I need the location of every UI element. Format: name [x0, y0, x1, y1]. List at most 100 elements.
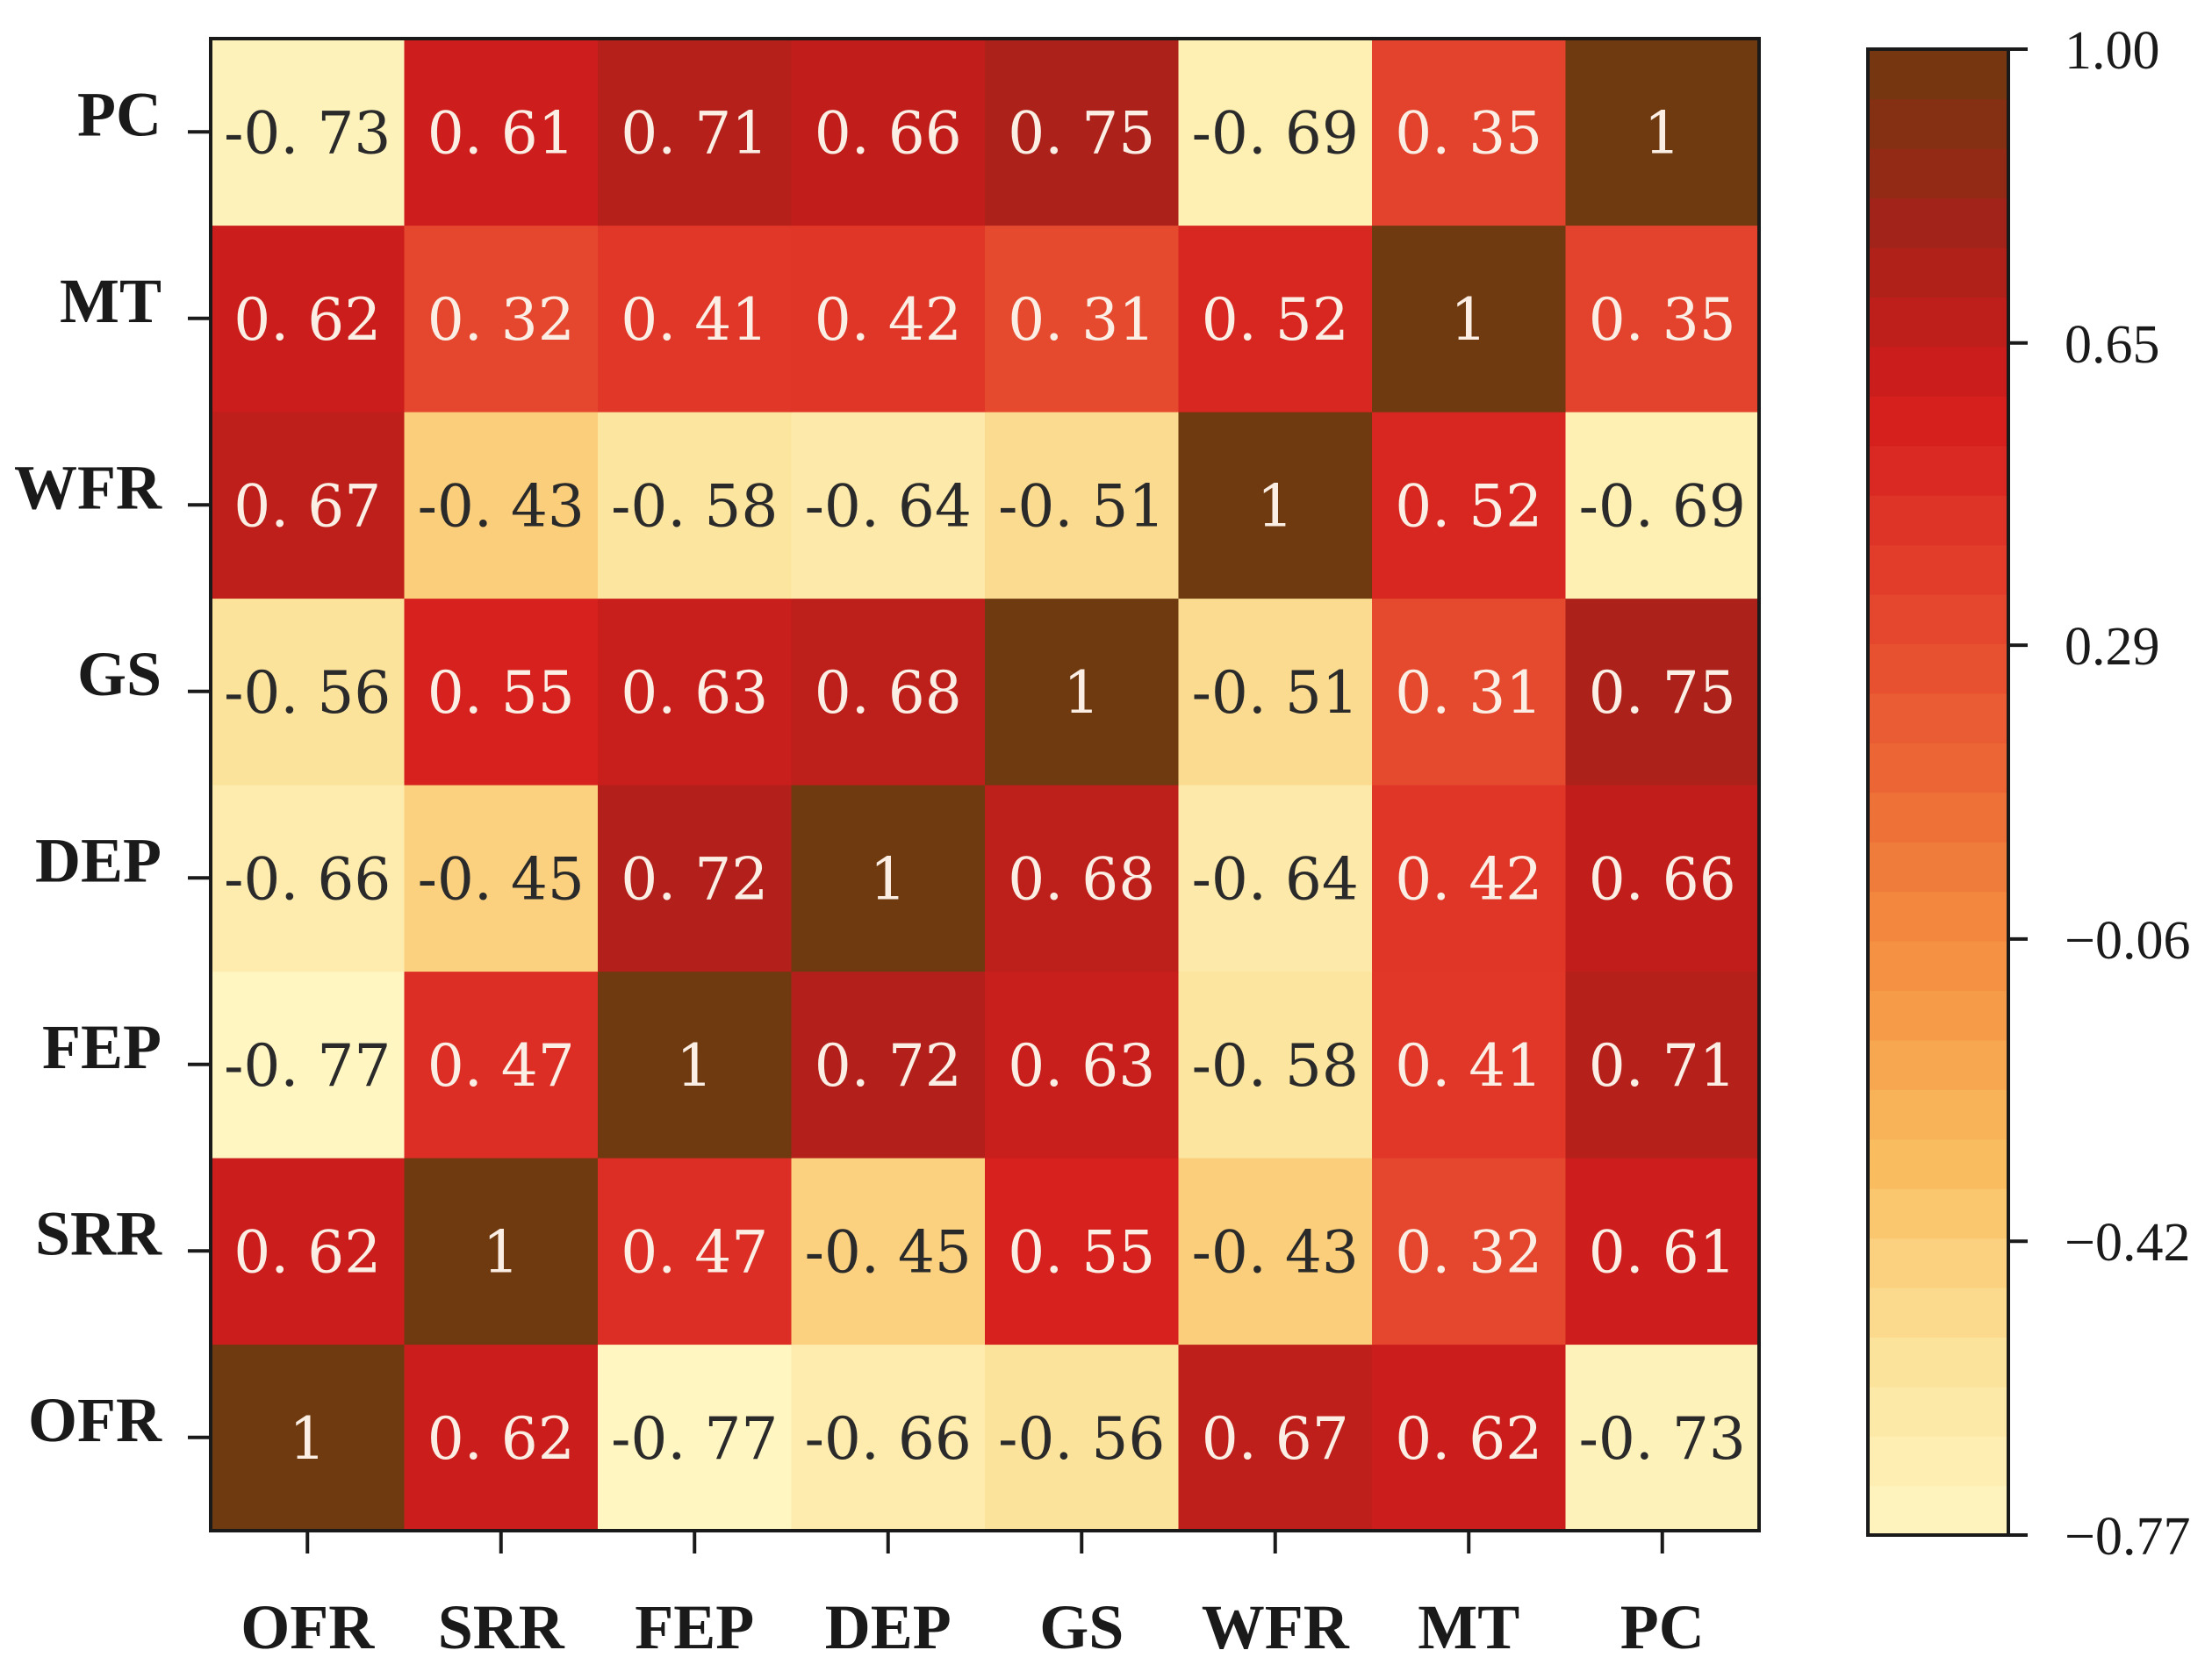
heatmap-cell-label: 0. 75 [1589, 659, 1736, 727]
heatmap-cell-label: -0. 43 [1192, 1218, 1359, 1286]
heatmap-cell [211, 598, 406, 786]
colorbar-step [1868, 346, 2008, 397]
heatmap-cell-label: -0. 45 [418, 845, 585, 913]
heatmap-cell-label: 0. 42 [815, 286, 962, 354]
colorbar-step [1868, 1089, 2008, 1140]
heatmap-cell [598, 412, 793, 599]
colorbar-step [1868, 891, 2008, 942]
heatmap-cell-label: 0. 61 [427, 99, 575, 167]
heatmap-cell-label: 0. 75 [1008, 99, 1155, 167]
heatmap-cell [1372, 1344, 1567, 1532]
colorbar-tick-label: −0.06 [2065, 911, 2190, 971]
heatmap-cell-label: 0. 66 [1589, 845, 1736, 913]
heatmap-cell [211, 971, 406, 1159]
heatmap-cell-label: 0. 47 [427, 1032, 575, 1100]
heatmap-cell [1565, 412, 1760, 599]
heatmap-cell-label: 0. 32 [1395, 1218, 1542, 1286]
heatmap-cell [1178, 225, 1373, 413]
heatmap-cell-labels: 1 0. 62 -0. 77 -0. 66 -0. 56 0. 67 0. 62 -0. 73… [224, 99, 1746, 1473]
heatmap-cell-label: 0. 41 [621, 286, 768, 354]
colorbar-step [1868, 792, 2008, 843]
heatmap-cell [1372, 225, 1567, 413]
heatmap-cell [1372, 971, 1567, 1159]
heatmap-cell [791, 225, 986, 413]
heatmap-cell-label: 0. 71 [621, 99, 768, 167]
heatmap-cell [1565, 785, 1760, 972]
colorbar-step [1868, 297, 2008, 348]
heatmap-cell [598, 39, 793, 226]
heatmap-cell [1372, 412, 1567, 599]
heatmap-cell [1565, 971, 1760, 1159]
x-tick-label: GS [1039, 1592, 1124, 1662]
colorbar-step [1868, 692, 2008, 743]
x-tick-label: FEP [635, 1592, 754, 1662]
x-tick-label: OFR [241, 1592, 375, 1662]
heatmap-cell-label: 0. 67 [1202, 1405, 1349, 1473]
heatmap-cell [1178, 412, 1373, 599]
heatmap-cell [211, 225, 406, 413]
heatmap-cell [791, 1344, 986, 1532]
heatmap-cell-label: -0. 43 [418, 472, 585, 540]
heatmap-cell-label: 0. 62 [1395, 1405, 1542, 1473]
x-tick-label: PC [1620, 1592, 1705, 1662]
colorbar-step [1868, 445, 2008, 496]
colorbar-step [1868, 841, 2008, 893]
colorbar-step [1868, 544, 2008, 595]
colorbar-step [1868, 1337, 2008, 1388]
heatmap-cell [985, 1344, 1180, 1532]
colorbar-tick-label: 0.65 [2065, 315, 2160, 375]
heatmap-cell [1372, 39, 1567, 226]
heatmap-cell-label: -0. 45 [805, 1218, 972, 1286]
y-tick-label: WFR [14, 452, 162, 522]
y-tick-label: GS [77, 639, 162, 709]
colorbar-step [1868, 990, 2008, 1041]
colorbar-step [1868, 1386, 2008, 1437]
heatmap-cell [1178, 598, 1373, 786]
heatmap-cell [598, 785, 793, 972]
heatmap-cell-label: -0. 64 [805, 472, 972, 540]
heatmap-cell-label: -0. 56 [224, 659, 391, 727]
heatmap-cell [404, 1158, 599, 1345]
colorbar-tick-label: −0.42 [2065, 1213, 2190, 1273]
heatmap-cell-label: 0. 66 [815, 99, 962, 167]
heatmap-cell-label: -0. 51 [1192, 659, 1359, 727]
heatmap-cell [404, 971, 599, 1159]
heatmap-cell-label: 1 [870, 845, 907, 913]
colorbar-step [1868, 147, 2008, 199]
heatmap-cell-label: 0. 63 [621, 659, 768, 727]
heatmap-cell-label: -0. 56 [998, 1405, 1165, 1473]
colorbar: 1.00 0.65 0.29 −0.06 −0.42 −0.77 [1866, 21, 2190, 1567]
heatmap-cell [404, 598, 599, 786]
colorbar-step [1868, 1187, 2008, 1239]
heatmap-cell-label: 0. 72 [621, 845, 768, 913]
y-tick-label: FEP [42, 1012, 162, 1082]
heatmap-cell-label: 0. 35 [1395, 99, 1542, 167]
heatmap-cell [404, 1344, 599, 1532]
heatmap-cell-label: 1 [483, 1218, 520, 1286]
y-tick-label: DEP [35, 825, 162, 895]
colorbar-ticks: 1.00 0.65 0.29 −0.06 −0.42 −0.77 [2008, 21, 2190, 1567]
heatmap-cell [985, 1158, 1180, 1345]
heatmap-cell-label: 0. 47 [621, 1218, 768, 1286]
heatmap-cell-label: 0. 68 [1008, 845, 1155, 913]
heatmap-cell [1178, 971, 1373, 1159]
heatmap-cell-label: 0. 31 [1395, 659, 1542, 727]
colorbar-step [1868, 197, 2008, 248]
colorbar-step [1868, 396, 2008, 447]
heatmap-cell-label: -0. 66 [224, 845, 391, 913]
heatmap-cell-label: 1 [1450, 286, 1487, 354]
heatmap-cell [985, 225, 1180, 413]
heatmap-cell-label: -0. 64 [1192, 845, 1359, 913]
y-tick-label: PC [77, 79, 162, 149]
heatmap-cell [1178, 1344, 1373, 1532]
heatmap-cells [211, 39, 1760, 1532]
heatmap-cell-label: -0. 58 [1192, 1032, 1359, 1100]
x-tick-label: SRR [438, 1592, 565, 1662]
heatmap-cell [1565, 39, 1760, 226]
colorbar-frame [1866, 47, 2010, 1537]
heatmap-cell-label: 0. 63 [1008, 1032, 1155, 1100]
y-axis: OFR SRR FEP DEP GS WFR MT PC [14, 79, 211, 1455]
heatmap-cell [404, 785, 599, 972]
x-axis: OFR SRR FEP DEP GS WFR MT PC [241, 1531, 1705, 1662]
